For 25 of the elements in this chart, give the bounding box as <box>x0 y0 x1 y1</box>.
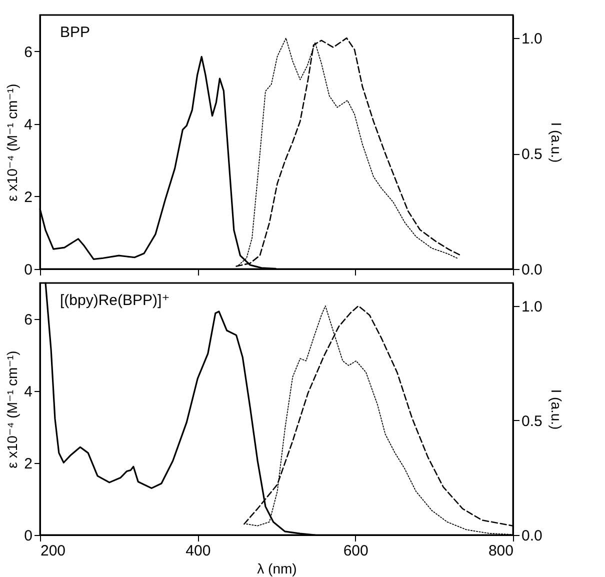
y2-axis-title: I (a.u.) <box>548 389 564 430</box>
y2-tick-label: 0.0 <box>522 262 542 278</box>
y-tick-label: 2 <box>24 188 32 206</box>
y2-axis-title: I (a.u.) <box>548 122 564 163</box>
y2-tick-label: 0.5 <box>522 146 542 164</box>
y-axis-title: ε x10⁻⁴ (M⁻¹ cm⁻¹) <box>4 350 20 468</box>
y-tick-label: 0 <box>24 528 32 544</box>
y-tick-label: 4 <box>24 384 32 400</box>
y-tick-label: 6 <box>24 44 32 61</box>
y-tick-label: 2 <box>24 456 32 472</box>
y2-tick-label: 1.0 <box>522 298 542 316</box>
y2-tick-label: 0.5 <box>522 412 542 430</box>
x-axis-title: λ (nm) <box>257 560 297 576</box>
x-tick-label: 200 <box>40 542 66 560</box>
y-axis-title: ε x10⁻⁴ (M⁻¹ cm⁻¹) <box>4 84 20 202</box>
x-tick-label: 400 <box>186 542 211 560</box>
y-tick-label: 6 <box>24 312 32 328</box>
x-tick-label: 600 <box>343 542 368 560</box>
x-tick-label: 800 <box>488 542 514 560</box>
y-tick-label: 4 <box>24 116 32 134</box>
y2-tick-label: 1.0 <box>522 30 542 48</box>
y2-tick-label: 0.0 <box>522 528 542 544</box>
annotation: BPP <box>60 24 90 41</box>
annotation: [(bpy)Re(BPP)]⁺ <box>60 292 170 309</box>
y-tick-label: 0 <box>24 262 32 278</box>
